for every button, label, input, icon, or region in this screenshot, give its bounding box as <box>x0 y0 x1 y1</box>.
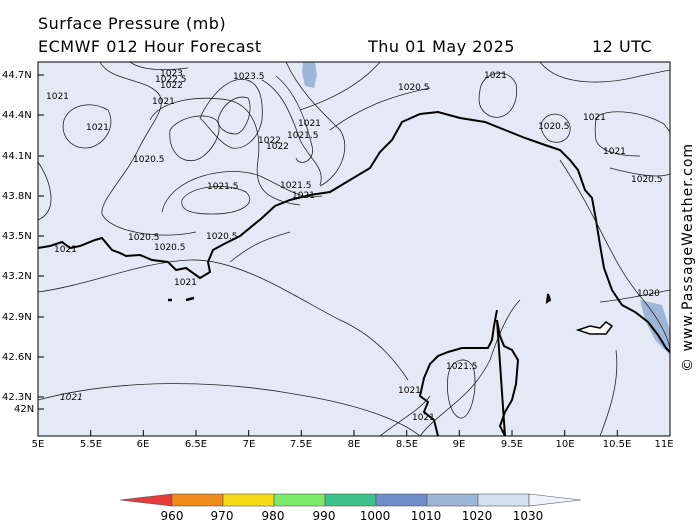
scale-segment <box>273 493 326 507</box>
isobar-label: 1021 <box>398 386 421 396</box>
isobar-label: 1020.5 <box>206 232 238 242</box>
scale-label: 970 <box>210 509 234 523</box>
scale-label: 980 <box>261 509 285 523</box>
forecast-date: Thu 01 May 2025 <box>368 37 515 56</box>
lat-label: 42.9N <box>2 312 32 323</box>
high-band-north <box>302 62 317 88</box>
isobar-labels: 1021 1023 1022 1023.5 1022.5 1020.5 1021… <box>46 69 663 423</box>
isobar-label: 1021 <box>583 113 606 123</box>
lat-label: 43.2N <box>2 271 32 282</box>
isobar-label: 1020 <box>637 289 660 299</box>
isobar-label: 1021 <box>60 393 83 403</box>
isobar-label: 1020.5 <box>128 233 160 243</box>
lat-label: 42.6N <box>2 352 32 363</box>
isobar-label: 1020.5 <box>631 175 663 185</box>
isobar-label: 1020.5 <box>133 155 165 165</box>
map-title: Surface Pressure (mb) <box>38 14 227 33</box>
lat-label: 44.7N <box>2 70 32 81</box>
lon-label: 7.5E <box>289 439 313 450</box>
isobar-label: 1021 <box>174 278 197 288</box>
scale-label: 960 <box>160 509 184 523</box>
elba-island <box>575 321 614 335</box>
islet <box>545 293 552 305</box>
isobar-label: 1021 <box>298 119 321 129</box>
isobar-label: 1021.5 <box>207 182 239 192</box>
scale-segment <box>375 493 428 507</box>
pressure-color-scale <box>119 493 582 507</box>
isobar-label: 1021 <box>152 97 175 107</box>
axis-ticks <box>37 74 671 436</box>
lat-label: 44.1N <box>2 151 32 162</box>
isobar-label: 1020.5 <box>154 243 186 253</box>
forecast-time: 12 UTC <box>592 37 653 56</box>
isobar-label: 1022 <box>160 81 183 91</box>
isobar-label: 1021 <box>603 147 626 157</box>
lon-label: 8.5E <box>395 439 419 450</box>
lon-label: 10.5E <box>602 439 632 450</box>
hyeres-islands <box>168 296 195 302</box>
lon-label: 5.5E <box>79 439 103 450</box>
lon-label: 6.5E <box>184 439 208 450</box>
scale-label: 1030 <box>512 509 544 523</box>
isobar-label: 1021.5 <box>446 362 478 372</box>
isobar-label: 1021 <box>86 123 109 133</box>
scale-label: 1020 <box>461 509 493 523</box>
lon-label: 5E <box>31 439 45 450</box>
scale-segment <box>477 493 530 507</box>
isobar-label: 1020.5 <box>398 83 430 93</box>
forecast-model: ECMWF 012 Hour Forecast <box>38 37 262 56</box>
lat-label: 44.4N <box>2 110 32 121</box>
scale-label: 990 <box>312 509 336 523</box>
isobar-label: 1021.5 <box>287 131 319 141</box>
lon-label: 6E <box>136 439 150 450</box>
lat-label: 42.3N <box>2 392 32 403</box>
isobar-label: 1022.5 <box>155 75 187 85</box>
scale-segment <box>324 493 377 507</box>
isobar-label: 1021 <box>412 413 435 423</box>
scale-segment <box>222 493 275 507</box>
isobar-label: 1023 <box>160 69 183 79</box>
lon-label: 8E <box>347 439 361 450</box>
lat-label: 43.5N <box>2 231 32 242</box>
credit-text: © www.PassageWeather.com <box>680 142 696 372</box>
isobar-label: 1022 <box>266 142 289 152</box>
scale-arrow-left <box>119 493 173 507</box>
lon-label: 9.5E <box>500 439 524 450</box>
lon-label: 7E <box>242 439 256 450</box>
isobar-label: 1021 <box>46 92 69 102</box>
lat-label: 43.8N <box>2 191 32 202</box>
scale-segment <box>426 493 479 507</box>
isobar-label: 1023.5 <box>233 72 265 82</box>
isobar-label: 1022 <box>258 136 281 146</box>
isobar-label: 1021 <box>54 245 77 255</box>
lon-label: 10E <box>555 439 575 450</box>
scale-label: 1010 <box>410 509 442 523</box>
scale-segment <box>171 493 224 507</box>
coastline-liguria <box>38 110 670 353</box>
scale-label: 1000 <box>359 509 391 523</box>
coastline-corsica <box>418 309 520 436</box>
isobar-label: 1021 <box>484 71 507 81</box>
lat-label: 42N <box>14 404 35 415</box>
isobar-label: 1021.5 <box>280 181 312 191</box>
lon-label: 9E <box>452 439 466 450</box>
isobar-label: 1020.5 <box>538 122 570 132</box>
lon-label: 11E <box>654 439 674 450</box>
sea-area <box>38 62 670 436</box>
scale-arrow-right <box>528 493 582 507</box>
isobar-label: 1021 <box>292 191 315 201</box>
isobars <box>38 62 670 436</box>
